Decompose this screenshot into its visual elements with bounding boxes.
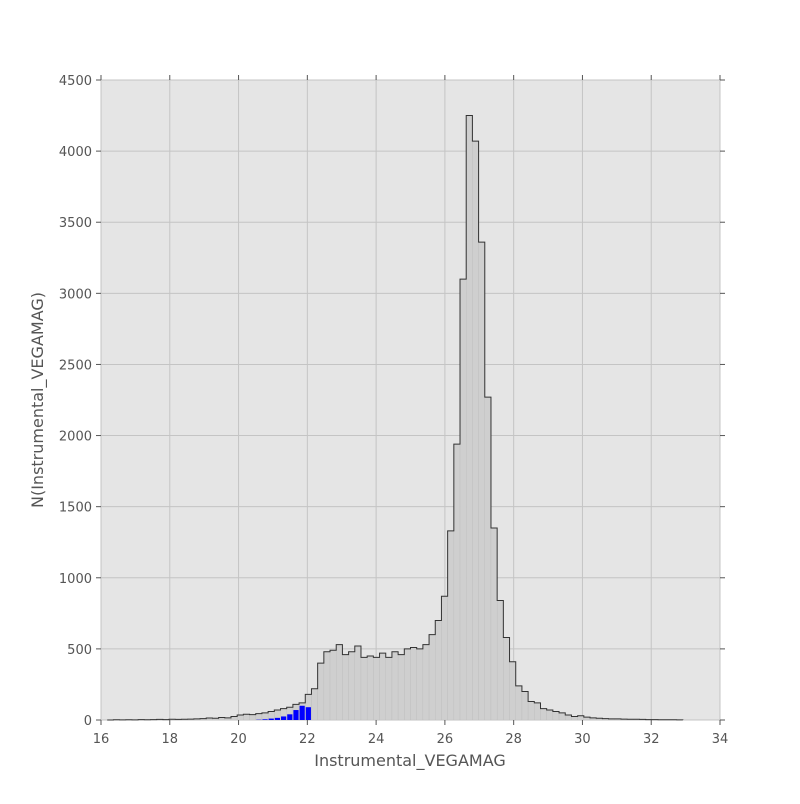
x-tick-label: 16	[93, 732, 110, 747]
histogram-bin	[237, 715, 243, 720]
histogram-bin	[454, 444, 460, 720]
histogram-bin	[417, 649, 423, 720]
histogram-bin	[441, 596, 447, 720]
histogram-bin	[404, 649, 410, 720]
histogram-bin	[503, 638, 509, 720]
x-tick-label: 28	[505, 732, 522, 747]
x-tick-label: 20	[230, 732, 247, 747]
histogram-bin	[336, 645, 342, 720]
histogram-bin	[392, 652, 398, 720]
histogram-bin	[516, 686, 522, 720]
histogram-bin	[565, 715, 571, 720]
x-tick-label: 22	[299, 732, 316, 747]
x-tick-label: 30	[574, 732, 591, 747]
histogram-bin	[262, 713, 268, 720]
histogram-bin	[534, 703, 540, 720]
histogram-bin	[386, 657, 392, 720]
histogram-bin	[578, 716, 584, 720]
histogram-bin	[540, 709, 546, 720]
histogram-bin	[367, 656, 373, 720]
histogram-bin	[380, 653, 386, 720]
histogram-bin	[243, 714, 249, 720]
subset-bin	[262, 719, 267, 720]
histogram-bin	[250, 715, 256, 720]
histogram-bin	[423, 645, 429, 720]
histogram-bin	[373, 657, 379, 720]
histogram-bin	[571, 716, 577, 720]
histogram-bin	[355, 646, 361, 720]
histogram-bin	[528, 702, 534, 720]
y-tick-label: 4000	[59, 145, 92, 160]
histogram-bin	[342, 655, 348, 720]
y-tick-label: 500	[67, 643, 92, 658]
histogram-bin	[411, 647, 417, 720]
subset-bin	[275, 718, 280, 720]
histogram-bin	[460, 279, 466, 720]
y-tick-label: 0	[84, 714, 92, 729]
histogram-bin	[559, 713, 565, 720]
y-tick-label: 1500	[59, 501, 92, 516]
histogram-bin	[330, 650, 336, 720]
subset-bin	[300, 706, 305, 720]
y-tick-label: 3000	[59, 287, 92, 302]
x-axis-label: Instrumental_VEGAMAG	[314, 751, 506, 771]
x-tick-label: 32	[643, 732, 660, 747]
histogram-bin	[429, 635, 435, 720]
histogram-bin	[510, 662, 516, 720]
histogram-bin	[349, 652, 355, 720]
y-tick-label: 3500	[59, 216, 92, 231]
histogram-bin	[466, 116, 472, 720]
y-tick-label: 4500	[59, 74, 92, 89]
y-axis-label: N(Instrumental_VEGAMAG)	[28, 292, 48, 508]
histogram-bin	[318, 663, 324, 720]
y-tick-label: 2000	[59, 430, 92, 445]
histogram-bin	[547, 710, 553, 720]
subset-bin	[287, 714, 292, 720]
histogram-bin	[485, 397, 491, 720]
y-tick-label: 1000	[59, 572, 92, 587]
histogram-bin	[497, 601, 503, 720]
histogram-bin	[522, 692, 528, 720]
histogram-bin	[472, 141, 478, 720]
subset-bin	[269, 719, 274, 720]
histogram-bin	[311, 689, 317, 720]
y-tick-label: 2500	[59, 358, 92, 373]
x-tick-label: 18	[162, 732, 179, 747]
x-tick-label: 34	[712, 732, 729, 747]
histogram-bin	[479, 242, 485, 720]
histogram-bin	[491, 528, 497, 720]
histogram-bin	[435, 620, 441, 720]
subset-bin	[306, 707, 311, 720]
x-tick-label: 26	[437, 732, 454, 747]
histogram-bin	[448, 531, 454, 720]
histogram-bin	[231, 716, 237, 720]
plot-area	[101, 80, 720, 720]
subset-bin	[293, 710, 298, 720]
histogram-bin	[553, 711, 559, 720]
x-tick-label: 24	[368, 732, 385, 747]
histogram-bin	[324, 652, 330, 720]
histogram-bin	[398, 655, 404, 720]
histogram-bin	[256, 714, 262, 720]
histogram-bin	[361, 657, 367, 720]
subset-bin	[281, 716, 286, 720]
